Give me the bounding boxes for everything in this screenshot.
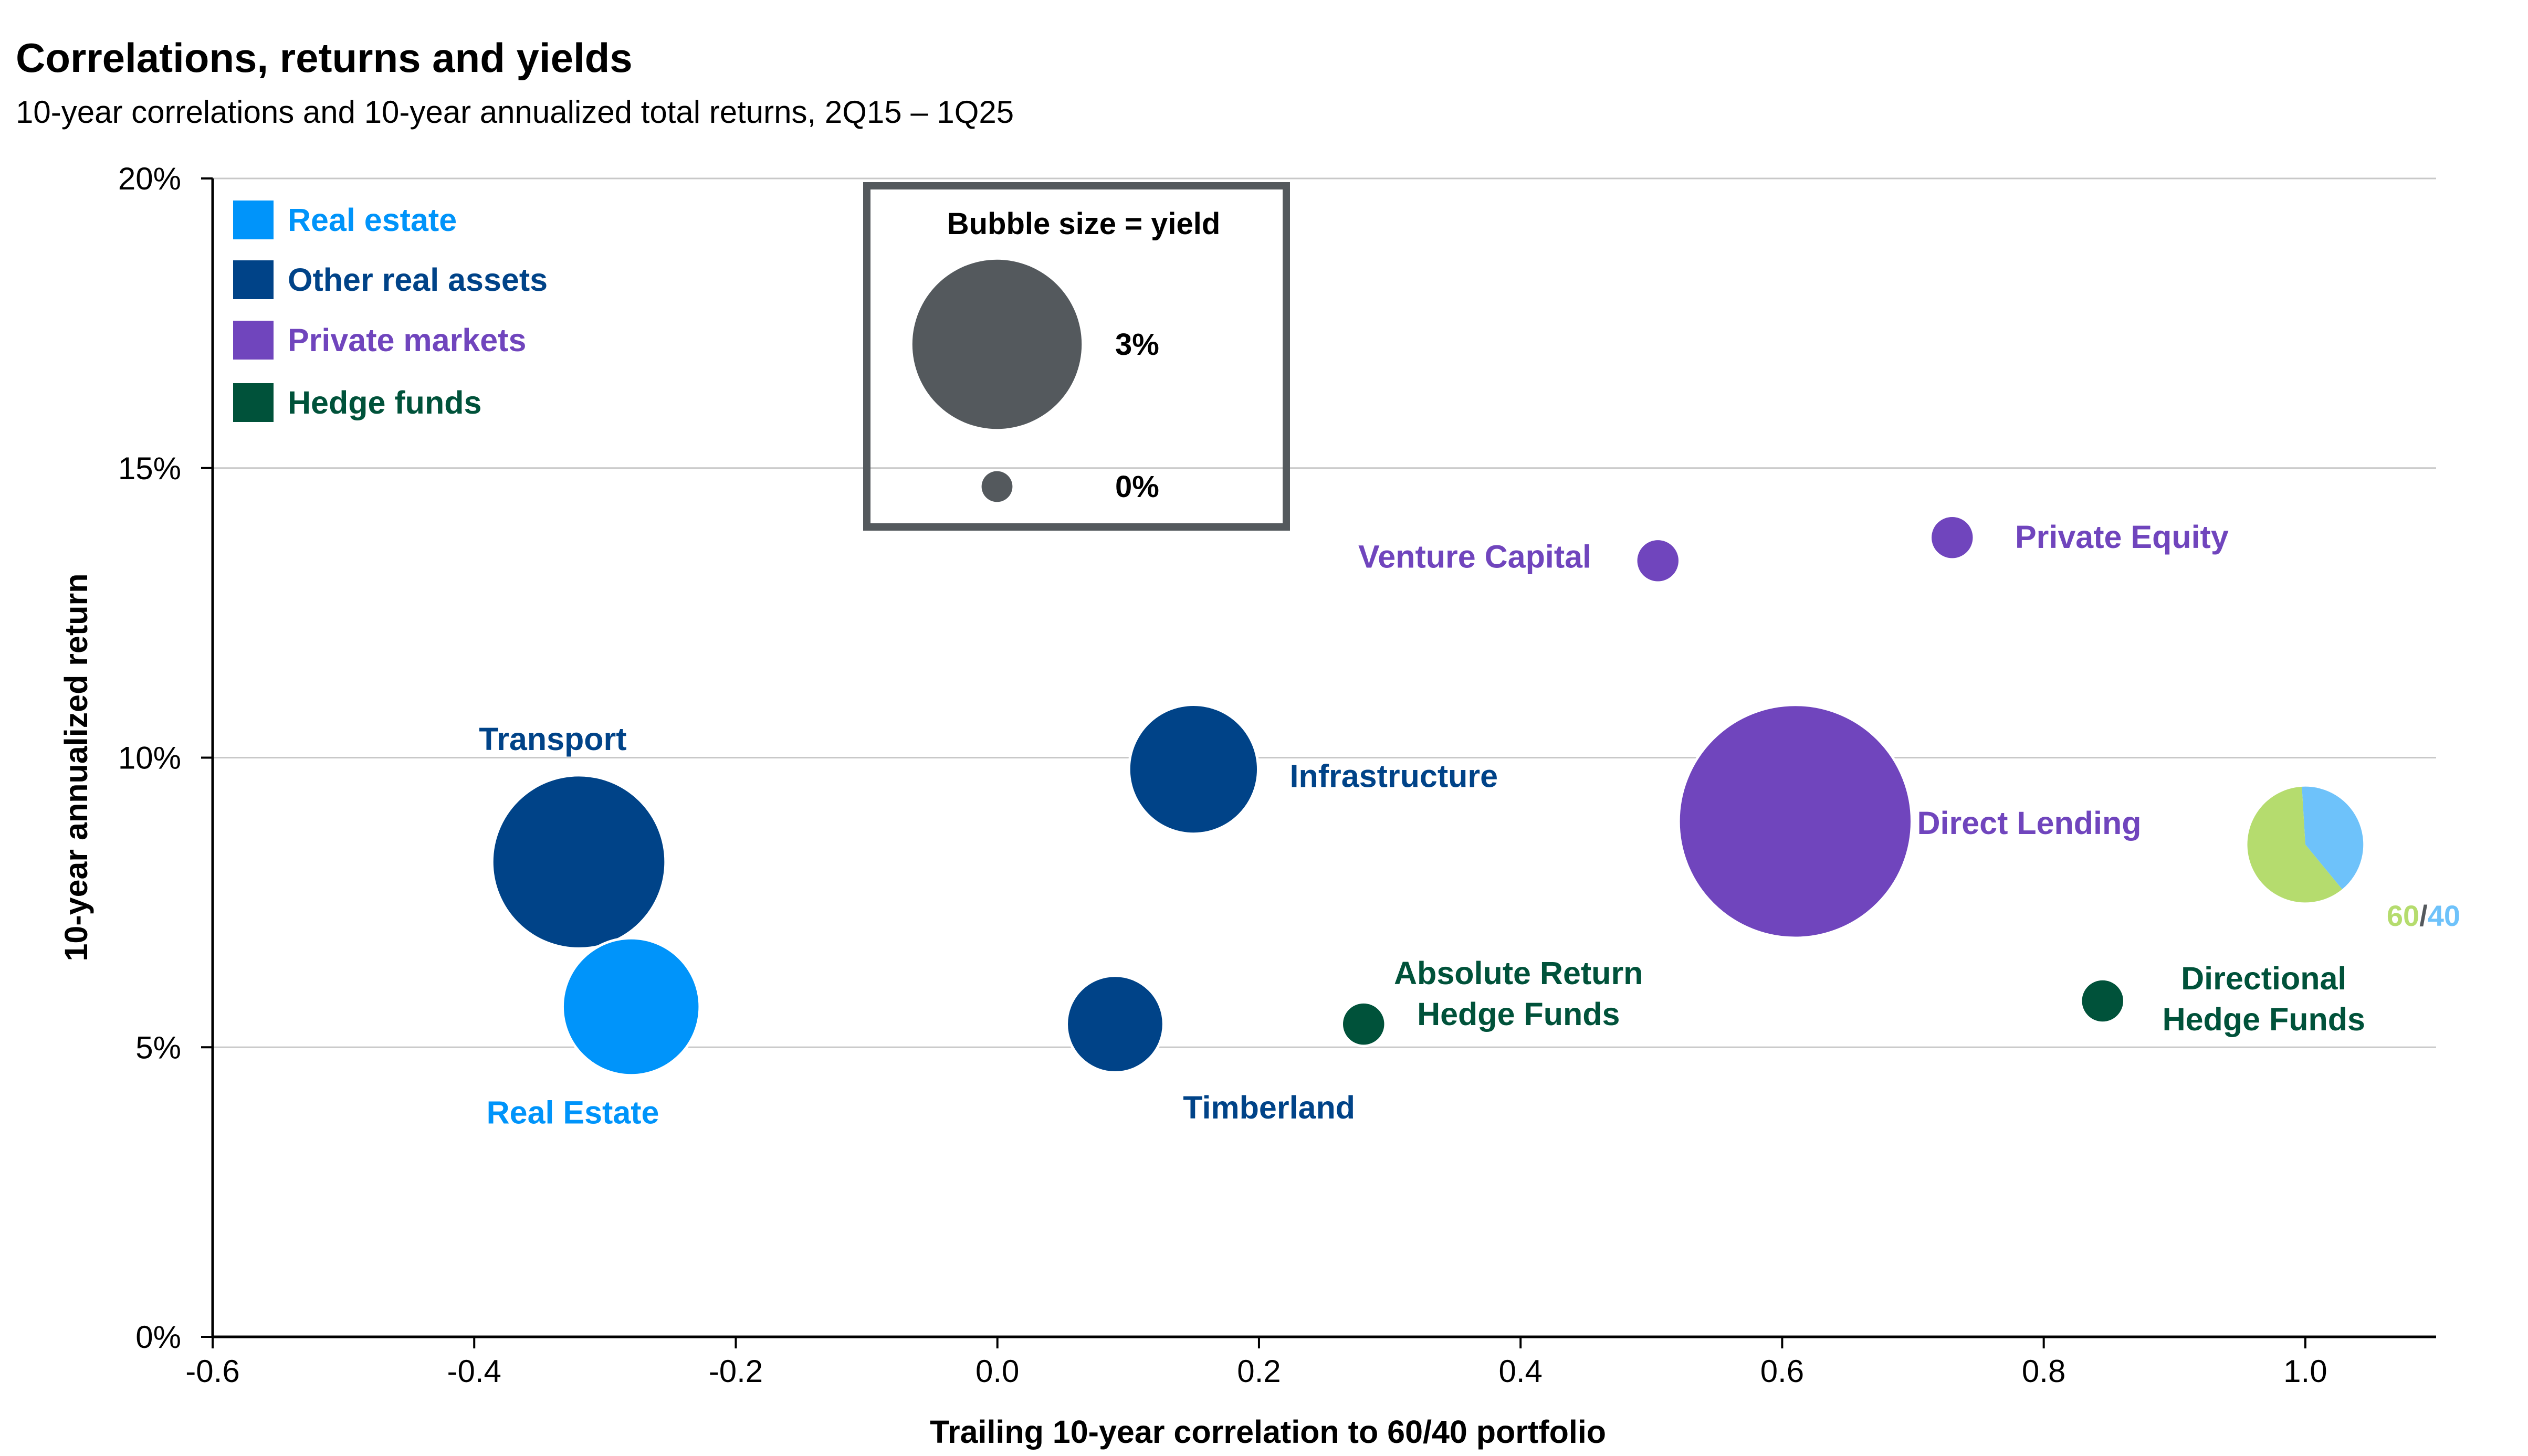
x-tick-label: -0.4 (447, 1354, 501, 1389)
bubble-label-line: Transport (479, 721, 626, 757)
axes: 0% 5% 10% 15% 20% -0.6 -0.4 -0.2 0.0 0.2 0.4 0.6 0.8… (118, 161, 2436, 1389)
legend-swatch (233, 260, 274, 299)
legend-swatch (233, 201, 274, 239)
portfolio-label: 60/40 (2387, 899, 2460, 932)
y-tick-label: 10% (118, 741, 181, 776)
bubble-label-line: Directional (2181, 961, 2346, 996)
bubble-label-line: Private Equity (2015, 519, 2229, 555)
bubble (1127, 703, 1260, 836)
legend-label: Private markets (288, 322, 526, 358)
portfolio-label-60: 60 (2387, 899, 2419, 932)
legend-label: Real estate (288, 202, 457, 238)
bubble-label-line: Hedge Funds (2163, 1001, 2365, 1037)
legend-swatch (233, 321, 274, 360)
bubble-label-line: Timberland (1183, 1090, 1355, 1125)
x-tick-label: 0.4 (1498, 1354, 1542, 1389)
y-tick-label: 5% (135, 1030, 181, 1065)
size-legend-circle (912, 259, 1082, 429)
bubble-label-line: Absolute Return (1394, 955, 1643, 991)
gridlines (213, 177, 2436, 1048)
size-legend-label: 3% (1115, 328, 1159, 362)
bubble-label: Real Estate (487, 1095, 659, 1131)
category-legend: Real estate Other real assets Private mark… (233, 201, 548, 422)
bubble (1340, 1000, 1387, 1048)
x-tick-label: 1.0 (2283, 1354, 2327, 1389)
bubble-label-line: Real Estate (487, 1095, 659, 1131)
bubble (2079, 977, 2126, 1025)
legend-swatch (233, 383, 274, 422)
bubble (1634, 537, 1681, 584)
x-tick-label: -0.6 (185, 1354, 239, 1389)
pie-slice-40 (2302, 786, 2364, 890)
legend-label: Hedge funds (288, 385, 481, 420)
bubble-label: Absolute Return Hedge Funds (1394, 955, 1643, 1032)
bubble-label-line: Hedge Funds (1417, 996, 1620, 1032)
x-tick-label: 0.2 (1237, 1354, 1281, 1389)
size-legend-title: Bubble size = yield (947, 207, 1221, 241)
x-tick-label: -0.2 (709, 1354, 763, 1389)
size-legend-box (863, 182, 1290, 531)
legend-label: Other real assets (288, 262, 548, 298)
bubble-label: Timberland (1183, 1090, 1355, 1125)
bubble-label: Transport (479, 721, 626, 757)
bubble-layer (490, 514, 2126, 1077)
y-axis-title: 10-year annualized return (58, 573, 94, 961)
chart-title: Correlations, returns and yields (16, 35, 633, 81)
y-tick-label: 15% (118, 451, 181, 486)
bubble (1677, 703, 1913, 940)
y-tick-label: 20% (118, 161, 181, 196)
bubble-label-line: Venture Capital (1358, 539, 1591, 574)
size-legend-label: 0% (1115, 470, 1159, 504)
bubble-label: Infrastructure (1290, 758, 1498, 794)
bubble-label-line: Direct Lending (1917, 805, 2141, 841)
bubble (1929, 514, 1976, 561)
bubble-label: Venture Capital (1358, 539, 1591, 574)
x-tick-label: 0.8 (2022, 1354, 2065, 1389)
portfolio-label-sep: / (2419, 899, 2428, 932)
bubble-label: Direct Lending (1917, 805, 2141, 841)
bubble (1065, 974, 1165, 1074)
x-tick-label: 0.6 (1760, 1354, 1804, 1389)
bubble (561, 936, 701, 1077)
portfolio-pie: 60/40 (2247, 786, 2460, 932)
x-tick-label: 0.0 (975, 1354, 1019, 1389)
bubble-label: Directional Hedge Funds (2163, 961, 2365, 1037)
bubble-label: Private Equity (2015, 519, 2229, 555)
size-legend: Bubble size = yield 3% 0% (863, 182, 1290, 531)
y-tick-label: 0% (135, 1320, 181, 1355)
bubble-labels: Transport Real Estate Infrastructure Timber… (479, 519, 2365, 1131)
pie-slice-60 (2247, 786, 2342, 903)
bubble (490, 774, 667, 950)
size-legend-circle (981, 471, 1013, 502)
chart-subtitle: 10-year correlations and 10-year annuali… (16, 94, 1014, 130)
bubble-label-line: Infrastructure (1290, 758, 1498, 794)
x-axis-title: Trailing 10-year correlation to 60/40 po… (930, 1414, 1606, 1450)
portfolio-label-40: 40 (2428, 899, 2460, 932)
